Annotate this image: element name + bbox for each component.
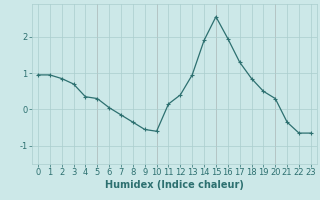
X-axis label: Humidex (Indice chaleur): Humidex (Indice chaleur) (105, 180, 244, 190)
